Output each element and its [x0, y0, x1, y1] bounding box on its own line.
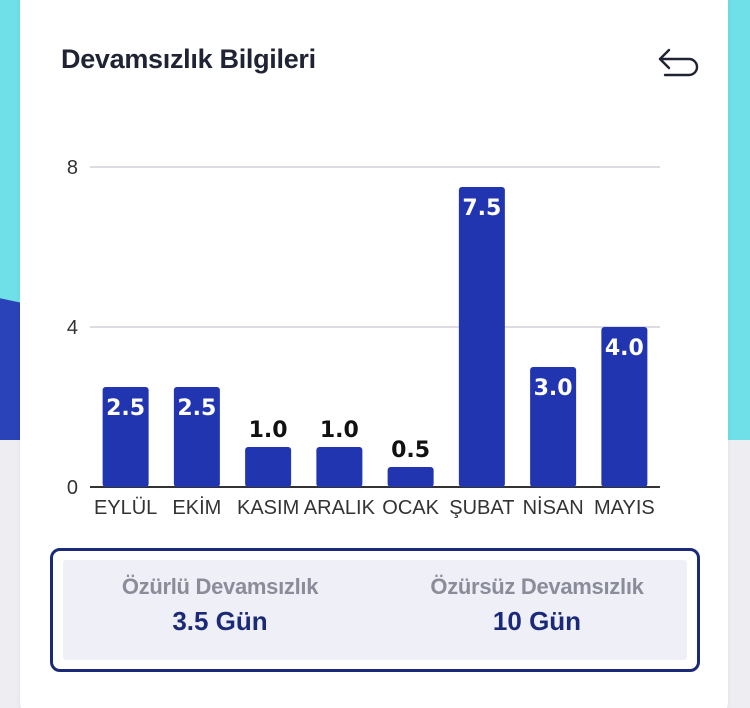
attendance-summary: Özürlü Devamsızlık 3.5 Gün Özürsüz Devam…	[50, 548, 700, 672]
undo-arrow-icon	[658, 48, 699, 77]
unexcused-stat: Özürsüz Devamsızlık 10 Gün	[397, 574, 677, 637]
unexcused-value: 10 Gün	[492, 606, 582, 636]
bar-value-label: 1.0	[320, 418, 359, 443]
summary-panel: Özürlü Devamsızlık 3.5 Gün Özürsüz Devam…	[63, 560, 687, 660]
bar-value-label: 3.0	[534, 376, 573, 401]
bar-3	[316, 447, 363, 487]
bar-value-label: 4.0	[605, 336, 644, 361]
y-tick-label: 4	[67, 317, 78, 339]
bar-value-label: 2.5	[106, 396, 145, 421]
bar-value-label: 7.5	[462, 196, 501, 221]
y-tick-label: 8	[67, 157, 78, 179]
bar-7	[601, 327, 648, 487]
y-tick-label: 0	[67, 477, 78, 499]
attendance-bar-chart: 0 4 8 2.5 EYLÜL 2.5 EKİM 1.0 KASIM 1.0 ARALIK 0.5 OC…	[67, 157, 660, 519]
bar-1	[173, 387, 220, 487]
x-tick-label: ARALIK	[304, 497, 376, 519]
excused-label: Özürlü Devamsızlık	[121, 574, 319, 599]
bar-value-label: 1.0	[249, 418, 288, 443]
bar-0	[102, 387, 149, 487]
bar-5	[458, 187, 505, 487]
x-tick-label: EKİM	[172, 496, 221, 519]
bar-6	[530, 367, 577, 487]
bar-value-label: 0.5	[391, 438, 430, 463]
x-tick-label: EYLÜL	[94, 497, 157, 519]
excused-stat: Özürlü Devamsızlık 3.5 Gün	[80, 574, 360, 637]
x-tick-label: NİSAN	[523, 496, 584, 519]
x-tick-label: OCAK	[382, 497, 439, 519]
x-tick-label: MAYIS	[594, 497, 655, 519]
bar-value-label: 2.5	[177, 396, 216, 421]
x-tick-label: KASIM	[237, 497, 299, 519]
excused-value: 3.5 Gün	[172, 606, 268, 636]
unexcused-label: Özürsüz Devamsızlık	[430, 574, 644, 599]
bar-2	[245, 447, 292, 487]
bar-4	[387, 467, 434, 487]
x-tick-label: ŞUBAT	[449, 497, 514, 519]
back-button[interactable]	[655, 44, 703, 82]
page-title: Devamsızlık Bilgileri	[61, 44, 316, 74]
